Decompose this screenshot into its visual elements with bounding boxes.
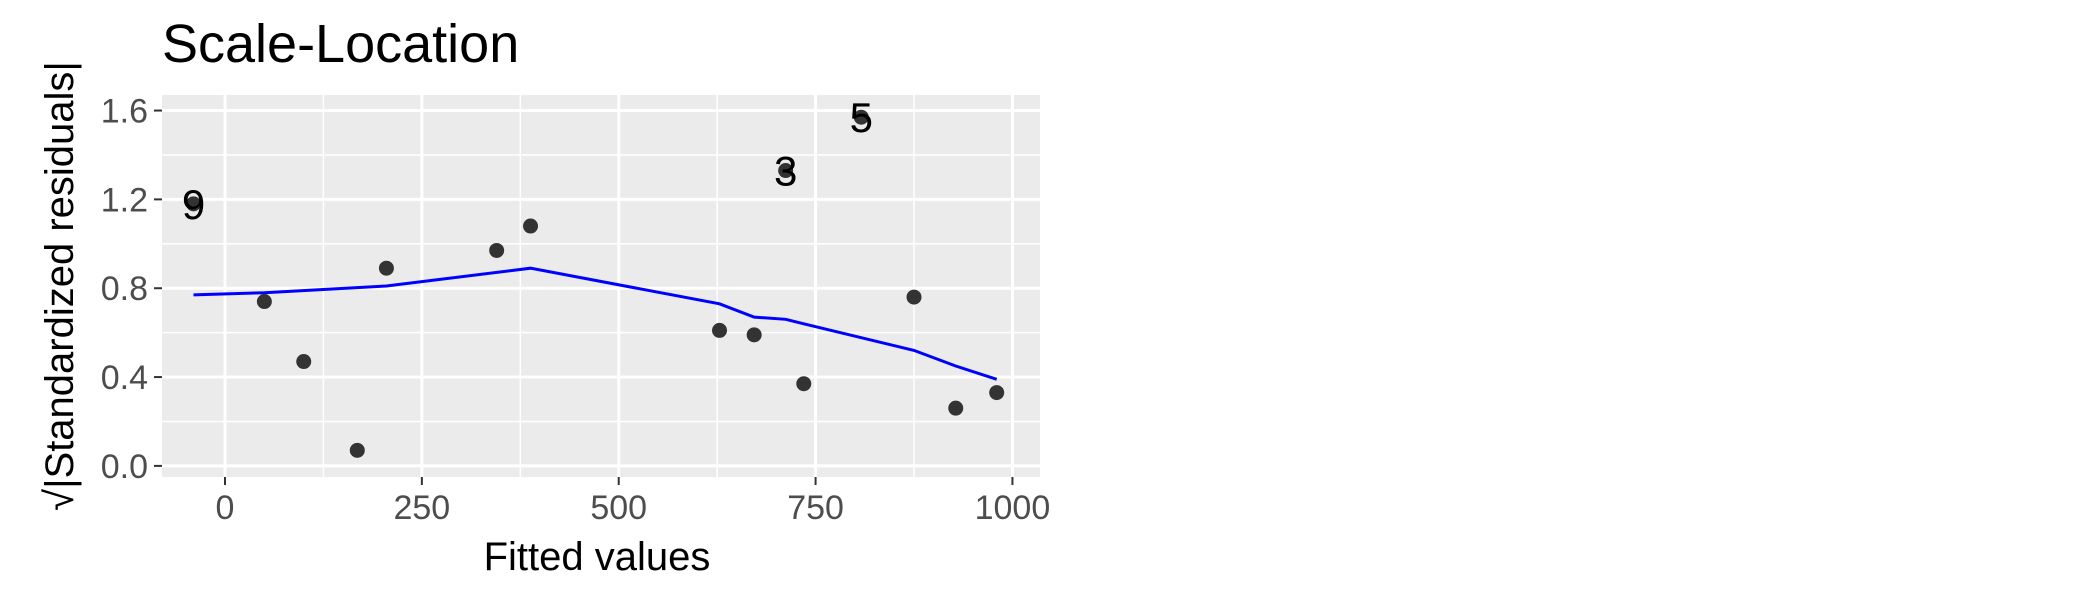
plot-panel	[162, 95, 1040, 477]
point-label: 5	[850, 94, 873, 141]
axis-ticks: 0 250 500 750 1000 0.0 0.4 0.8 1.2 1.6	[101, 93, 1051, 527]
y-tick-label: 0.8	[101, 270, 148, 308]
data-point	[185, 196, 201, 212]
data-point	[746, 327, 762, 343]
smooth-line	[193, 266, 998, 381]
data-point	[778, 163, 794, 179]
gridlines	[162, 95, 1040, 477]
x-tick-label: 750	[787, 489, 844, 527]
data-point	[349, 442, 365, 458]
point-label: 3	[774, 148, 797, 195]
points-layer	[185, 109, 1005, 458]
data-point	[796, 376, 812, 392]
x-tick-label: 500	[590, 489, 647, 527]
data-point	[989, 385, 1005, 401]
x-tick-label: 1000	[975, 489, 1051, 527]
data-point	[378, 260, 394, 276]
y-tick-label: 1.2	[101, 181, 148, 219]
data-point	[906, 289, 922, 305]
point-label: 9	[182, 181, 205, 228]
x-tick-label: 250	[393, 489, 450, 527]
data-point	[712, 322, 728, 338]
x-axis-title: Fitted values	[484, 535, 711, 579]
data-point	[853, 109, 869, 125]
y-tick-label: 1.6	[101, 93, 148, 131]
data-point	[948, 400, 964, 416]
data-point	[489, 242, 505, 258]
data-point	[296, 354, 312, 370]
data-point	[523, 218, 539, 234]
y-tick-label: 0.0	[101, 448, 148, 486]
y-axis-title: √|Standardized residuals|	[38, 61, 82, 511]
chart-title: Scale-Location	[162, 14, 519, 74]
point-labels-layer: 9 3 5	[182, 94, 873, 228]
data-point	[256, 294, 272, 310]
smooth-layer	[193, 266, 998, 381]
y-tick-label: 0.4	[101, 359, 148, 397]
x-tick-label: 0	[216, 489, 235, 527]
panel-background	[162, 95, 1040, 477]
